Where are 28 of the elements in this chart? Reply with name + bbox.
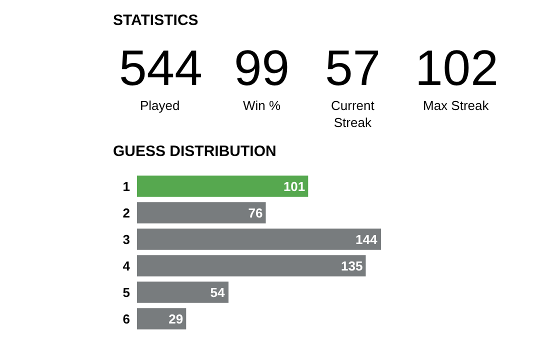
bar <box>137 282 228 303</box>
bar <box>137 255 366 276</box>
bar <box>137 202 266 224</box>
y-tick-label: 2 <box>122 205 130 220</box>
y-tick-label: 1 <box>122 178 130 194</box>
data-label: 144 <box>356 232 378 247</box>
category-label: Played <box>140 98 180 113</box>
bar <box>137 176 308 197</box>
y-tick-label: 4 <box>122 258 131 274</box>
text: STATISTICS <box>113 12 198 29</box>
y-tick-label: 5 <box>122 284 130 300</box>
category-label: Current Streak <box>331 98 375 130</box>
data-label: 76 <box>248 205 263 220</box>
category-label: Win % <box>243 98 281 113</box>
data-label: 101 <box>283 178 306 194</box>
data-label: 29 <box>168 311 184 326</box>
data-label: 99 <box>234 40 290 96</box>
chart-title: GUESS DISTRIBUTION <box>113 143 276 160</box>
data-label: 102 <box>415 40 498 96</box>
data-label: 135 <box>341 258 363 274</box>
data-label: 54 <box>210 284 226 300</box>
y-tick-label: 6 <box>122 311 130 326</box>
category-label: Max Streak <box>423 98 490 113</box>
data-label: 544 <box>119 40 202 96</box>
bar <box>137 308 186 330</box>
y-tick-label: 3 <box>122 232 130 247</box>
data-label: 57 <box>325 40 381 96</box>
bar <box>137 228 381 250</box>
